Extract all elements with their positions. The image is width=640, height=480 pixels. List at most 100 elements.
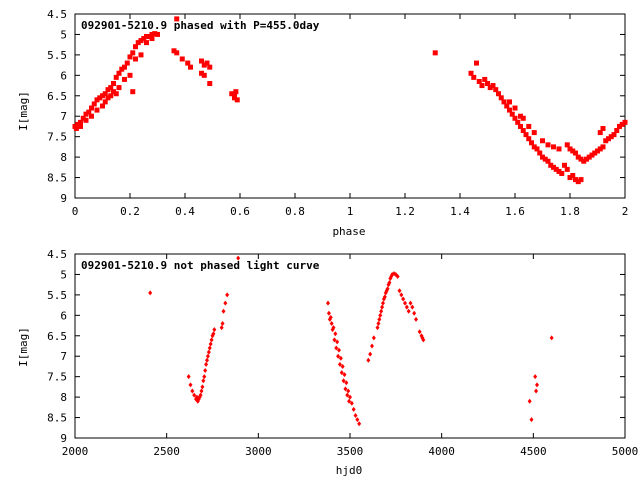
data-point: [105, 87, 111, 93]
data-point: [326, 300, 330, 306]
data-point: [570, 173, 576, 179]
data-point: [138, 52, 144, 58]
data-point: [512, 115, 518, 121]
y-tick-label: 6.5: [47, 90, 67, 103]
x-tick-label: 1.6: [505, 205, 525, 218]
data-point: [208, 341, 213, 347]
data-point: [578, 177, 584, 183]
data-point: [190, 388, 195, 394]
data-point: [556, 168, 562, 174]
data-point: [622, 119, 628, 125]
data-point: [133, 44, 138, 50]
data-point: [179, 56, 185, 62]
data-point: [201, 62, 207, 68]
data-point: [573, 150, 578, 156]
data-point: [133, 56, 138, 62]
data-point: [619, 121, 625, 127]
data-point: [345, 392, 350, 398]
data-point: [507, 107, 512, 113]
y-tick-label: 5: [60, 28, 67, 41]
data-point: [204, 361, 209, 367]
data-point: [192, 392, 197, 398]
data-point: [83, 117, 89, 123]
data-point: [420, 335, 425, 341]
data-point: [531, 144, 537, 150]
data-point: [148, 290, 153, 296]
data-point: [339, 370, 344, 376]
data-point: [551, 164, 556, 170]
data-point: [225, 292, 230, 298]
data-point: [348, 394, 352, 400]
x-tick-label: 3000: [245, 445, 272, 458]
data-point: [130, 89, 136, 95]
data-point: [526, 123, 532, 129]
data-point: [171, 48, 177, 54]
data-point: [328, 314, 333, 320]
data-point: [490, 83, 496, 89]
data-point: [534, 146, 540, 152]
plot-frame-phased: [74, 13, 626, 199]
x-tick-label: 4000: [428, 445, 455, 458]
x-axis-label-phased: phase: [332, 225, 365, 238]
data-point: [124, 60, 130, 66]
data-point: [518, 123, 523, 129]
y-tick-label: 4.5: [47, 248, 67, 261]
data-point: [207, 81, 213, 87]
data-point: [406, 308, 411, 314]
data-point: [376, 321, 381, 327]
data-point: [204, 60, 210, 66]
data-point: [144, 40, 149, 46]
data-point: [493, 87, 499, 93]
y-tick-label: 6: [60, 309, 67, 322]
data-point: [378, 312, 383, 318]
data-point: [342, 372, 347, 378]
data-point: [174, 16, 180, 22]
data-point: [597, 130, 603, 136]
data-point: [567, 146, 573, 152]
data-point: [353, 413, 358, 419]
data-point: [336, 353, 341, 359]
data-point: [146, 33, 152, 39]
data-point: [381, 300, 385, 306]
data-point: [337, 361, 342, 367]
y-tick-label: 6: [60, 69, 67, 82]
data-point: [597, 146, 603, 152]
data-point: [603, 138, 609, 144]
data-point: [212, 327, 217, 333]
data-point: [614, 128, 620, 134]
data-point: [138, 38, 144, 44]
data-point: [111, 81, 116, 87]
data-point: [432, 50, 438, 56]
data-point: [408, 300, 413, 306]
chart-title-unphased: 092901-5210.9 not phased light curve: [81, 259, 320, 272]
data-point: [485, 81, 490, 87]
data-point: [202, 374, 207, 380]
y-tick-label: 9: [60, 432, 67, 445]
x-tick-label: 0: [72, 205, 79, 218]
data-point: [556, 146, 562, 152]
data-point: [135, 40, 141, 46]
data-point: [108, 85, 114, 91]
data-point: [149, 31, 155, 37]
data-point: [479, 83, 485, 89]
data-point: [468, 70, 474, 76]
data-point: [370, 343, 374, 349]
data-point: [343, 386, 348, 392]
data-point: [404, 304, 409, 310]
data-point: [531, 130, 537, 136]
data-point: [412, 310, 417, 316]
x-tick-label: 1.8: [560, 205, 580, 218]
data-point: [329, 321, 334, 327]
data-point: [188, 64, 193, 70]
data-point: [399, 292, 404, 298]
data-point: [198, 392, 203, 398]
y-tick-label: 6.5: [47, 330, 67, 343]
data-point: [380, 304, 385, 310]
data-point: [330, 327, 335, 333]
data-point: [78, 119, 83, 125]
data-point: [617, 123, 622, 129]
data-point: [102, 99, 108, 105]
data-point: [174, 50, 180, 56]
data-point: [91, 101, 97, 107]
